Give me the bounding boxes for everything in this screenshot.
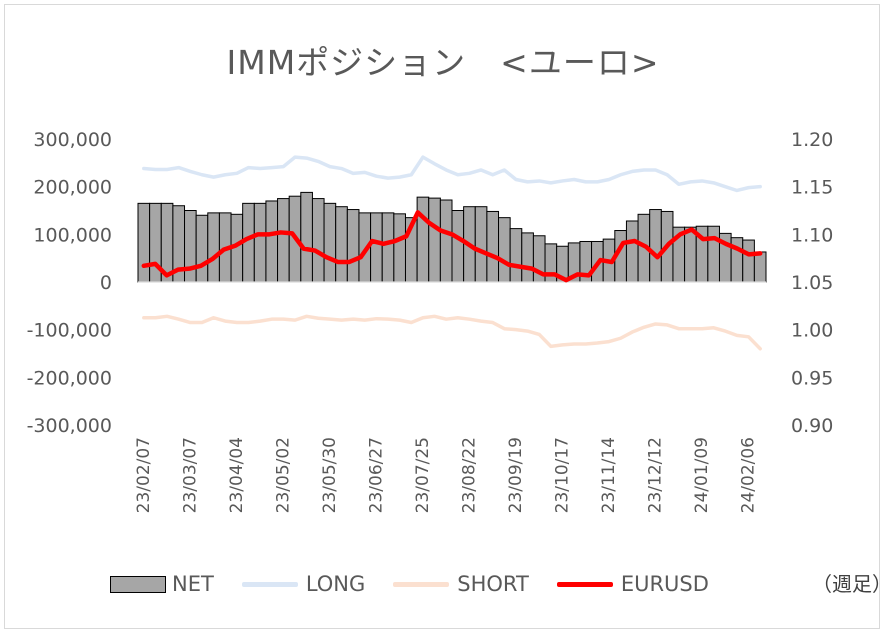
net-bar [265,200,279,283]
net-bar [311,198,325,283]
x-tick-label: 23/05/30 [320,437,340,513]
x-tick-label: 24/01/09 [692,437,712,513]
net-bar [486,210,500,283]
x-tick-label: 23/06/27 [366,437,386,513]
long-swatch [241,581,298,587]
net-bar [474,206,488,283]
x-tick-label: 23/08/22 [459,437,479,513]
y-right-tick-label: 0.95 [791,367,833,389]
y-left-tick-label: -100,000 [27,320,112,342]
net-bar [439,199,453,283]
net-bar [195,214,209,283]
y-right-tick-label: 1.05 [791,272,833,294]
net-bar [207,212,220,283]
legend-item-eurusd: EURUSD [556,572,709,596]
net-bar [428,197,441,283]
net-bar [521,232,534,283]
net-bar [416,196,430,283]
net-bar [684,226,697,283]
net-bar [184,210,197,283]
net-bar [335,206,348,283]
net-bar [707,225,720,283]
y-right-tick-label: 0.90 [791,415,833,437]
y-right-tick-label: 1.15 [791,177,833,199]
y-left-tick-label: -300,000 [27,415,112,437]
eurusd-series-line [141,210,763,283]
legend-item-long: LONG [241,572,366,596]
net-bar [381,212,395,283]
x-tick-label: 23/04/04 [227,437,247,513]
x-tick-label: 23/10/17 [553,437,573,513]
y-right-tick-label: 1.20 [791,129,833,151]
x-tick-label: 23/03/07 [180,437,200,513]
y-right-tick-label: 1.10 [791,224,833,246]
plot-area: 300,000 200,000 100,000 0 -100,000 -200,000 -3… [27,129,834,513]
y-right-tick-label: 1.00 [791,320,833,342]
net-bar [509,228,523,283]
net-bar [253,202,267,283]
x-tick-label: 23/07/25 [413,437,433,513]
y-left-tick-label: -200,000 [27,367,112,389]
x-tick-label: 23/09/19 [506,437,526,513]
net-swatch [110,575,166,593]
x-tick-label: 23/12/12 [646,437,666,513]
net-bar [277,198,290,283]
net-bar [370,212,383,283]
long-series-line [142,155,762,193]
net-bar [742,239,755,283]
short-series-line [142,314,762,351]
net-bar [300,191,313,283]
y-left-tick-label: 0 [100,272,112,294]
y-left-tick-label: 300,000 [33,129,112,151]
net-bar [137,202,151,283]
legend-label-short: SHORT [457,572,529,596]
x-tick-label: 23/02/07 [134,437,154,513]
legend: NET LONG SHORT EURUSD [110,566,737,602]
eurusd-swatch [556,581,613,587]
y-left-tick-label: 100,000 [33,224,112,246]
x-tick-label: 23/05/02 [273,437,293,513]
legend-label-net: NET [172,572,214,596]
legend-label-eurusd: EURUSD [620,572,709,596]
unit-note: （週足） [812,572,886,596]
net-bar [649,209,662,283]
net-bar [753,251,767,283]
chart-title: IMMポジション <ユーロ> [226,43,660,82]
net-bar [393,213,406,283]
short-swatch [393,581,450,587]
x-tick-label: 24/02/06 [739,437,759,513]
x-tick-label: 23/11/14 [599,437,619,513]
legend-item-short: SHORT [393,572,529,596]
legend-label-long: LONG [305,572,366,596]
net-bar [451,210,465,283]
net-bar [625,220,639,283]
net-bar [346,209,360,283]
net-bar [323,202,337,283]
legend-item-net: NET [110,572,214,596]
net-bar [498,217,511,283]
y-left-tick-label: 200,000 [33,177,112,199]
